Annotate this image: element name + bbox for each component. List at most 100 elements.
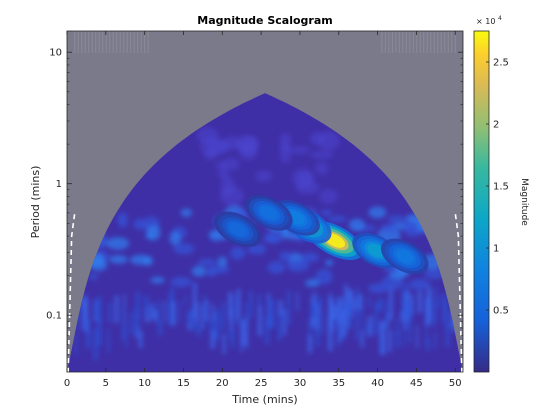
colorbar-tick-label: 2.5: [493, 58, 509, 69]
texture-streak: [308, 318, 312, 344]
plot-frame: [66, 30, 464, 373]
x-tick-label: 5: [103, 378, 109, 389]
texture-streak: [395, 319, 398, 338]
texture-streak: [200, 303, 204, 330]
texture-streak: [74, 333, 78, 355]
texture-streak: [82, 299, 87, 331]
x-tick-label: 25: [255, 378, 268, 389]
texture-streak: [277, 311, 282, 341]
texture-blob: [217, 256, 228, 267]
texture-blob: [133, 218, 147, 230]
colorbar-gradient: [473, 30, 490, 373]
colorbar: 0.5 1 1.5 2 2.5 × 10 4 Magnitude: [473, 15, 529, 373]
texture-blob: [191, 265, 207, 277]
texture-streak: [328, 315, 333, 351]
texture-blob: [143, 256, 154, 266]
texture-streak: [378, 300, 382, 312]
texture-streak: [194, 321, 199, 334]
texture-blob: [150, 276, 165, 284]
plot-area: [66, 30, 464, 373]
x-tick-label: 35: [332, 378, 345, 389]
y-axis-label: Period (mins): [29, 166, 42, 239]
texture-streak: [344, 301, 348, 313]
texture-streak: [347, 289, 352, 314]
peak-blob: [214, 211, 262, 248]
texture-streak: [248, 291, 253, 318]
colorbar-tick-label: 1: [493, 244, 499, 255]
texture-streak: [221, 301, 225, 332]
texture-streak: [374, 302, 379, 335]
y-tick-label: 10: [49, 48, 62, 59]
texture-streak: [244, 320, 249, 348]
texture-blob: [368, 206, 387, 219]
texture-streak: [202, 294, 206, 328]
texture-streak: [317, 297, 323, 308]
texture-streak: [168, 292, 172, 326]
texture-streak: [426, 337, 430, 352]
chart-title: Magnitude Scalogram: [197, 14, 332, 27]
texture-blob: [279, 144, 292, 164]
texture-streak: [108, 302, 112, 324]
texture-streak: [158, 321, 163, 336]
texture-streak: [408, 302, 412, 323]
texture-streak: [433, 332, 437, 349]
texture-blob: [173, 243, 195, 255]
texture-streak: [210, 329, 216, 349]
texture-streak: [356, 294, 362, 311]
texture-blob: [220, 186, 244, 206]
texture-streak: [401, 289, 406, 318]
texture-blob: [320, 209, 332, 216]
texture-streak: [410, 294, 414, 316]
texture-blob: [387, 215, 406, 223]
texture-blob: [197, 258, 217, 266]
texture-streak: [315, 324, 320, 347]
heatmap-peaks: [214, 195, 429, 275]
texture-streak: [316, 305, 321, 331]
cone-of-influence: [67, 212, 463, 373]
texture-blob: [207, 265, 230, 274]
texture-streak: [352, 298, 356, 310]
texture-blob: [170, 276, 192, 288]
texture-streak: [143, 296, 149, 315]
texture-streak: [96, 315, 102, 347]
texture-streak: [341, 310, 347, 337]
texture-streak: [336, 313, 340, 347]
texture-blob: [117, 212, 128, 228]
texture-streak: [338, 313, 342, 343]
texture-blob: [289, 146, 310, 155]
texture-streak: [86, 298, 89, 334]
texture-streak: [153, 309, 158, 322]
peak-blob: [245, 195, 293, 231]
texture-blob: [315, 269, 333, 285]
texture-streak: [328, 293, 332, 325]
texture-streak: [178, 300, 181, 323]
texture-streak: [135, 291, 141, 319]
texture-streak: [267, 298, 272, 318]
texture-streak: [228, 293, 233, 321]
texture-streak: [367, 295, 371, 308]
colorbar-tick-label: 0.5: [493, 306, 509, 317]
texture-blob: [403, 219, 412, 231]
masked-streaks: [74, 31, 456, 53]
texture-streak: [231, 330, 235, 349]
peak-contour-4: [260, 206, 278, 220]
texture-streak: [307, 335, 313, 353]
texture-blob: [325, 259, 334, 267]
texture-blob: [169, 231, 181, 246]
texture-streak: [278, 300, 283, 315]
texture-streak: [125, 326, 128, 348]
texture-blob: [310, 150, 334, 159]
colorbar-ticks: 0.5 1 1.5 2 2.5: [486, 58, 509, 317]
texture-streak: [367, 316, 373, 337]
texture-blob: [265, 231, 284, 244]
x-axis-label: Time (mins): [231, 393, 297, 406]
texture-streak: [236, 289, 241, 320]
texture-streak: [211, 303, 215, 321]
texture-streak: [282, 309, 287, 336]
texture-streak: [387, 330, 392, 352]
texture-streak: [213, 311, 219, 339]
texture-streak: [425, 319, 428, 346]
texture-blob: [255, 170, 273, 182]
texture-streak: [388, 286, 393, 320]
